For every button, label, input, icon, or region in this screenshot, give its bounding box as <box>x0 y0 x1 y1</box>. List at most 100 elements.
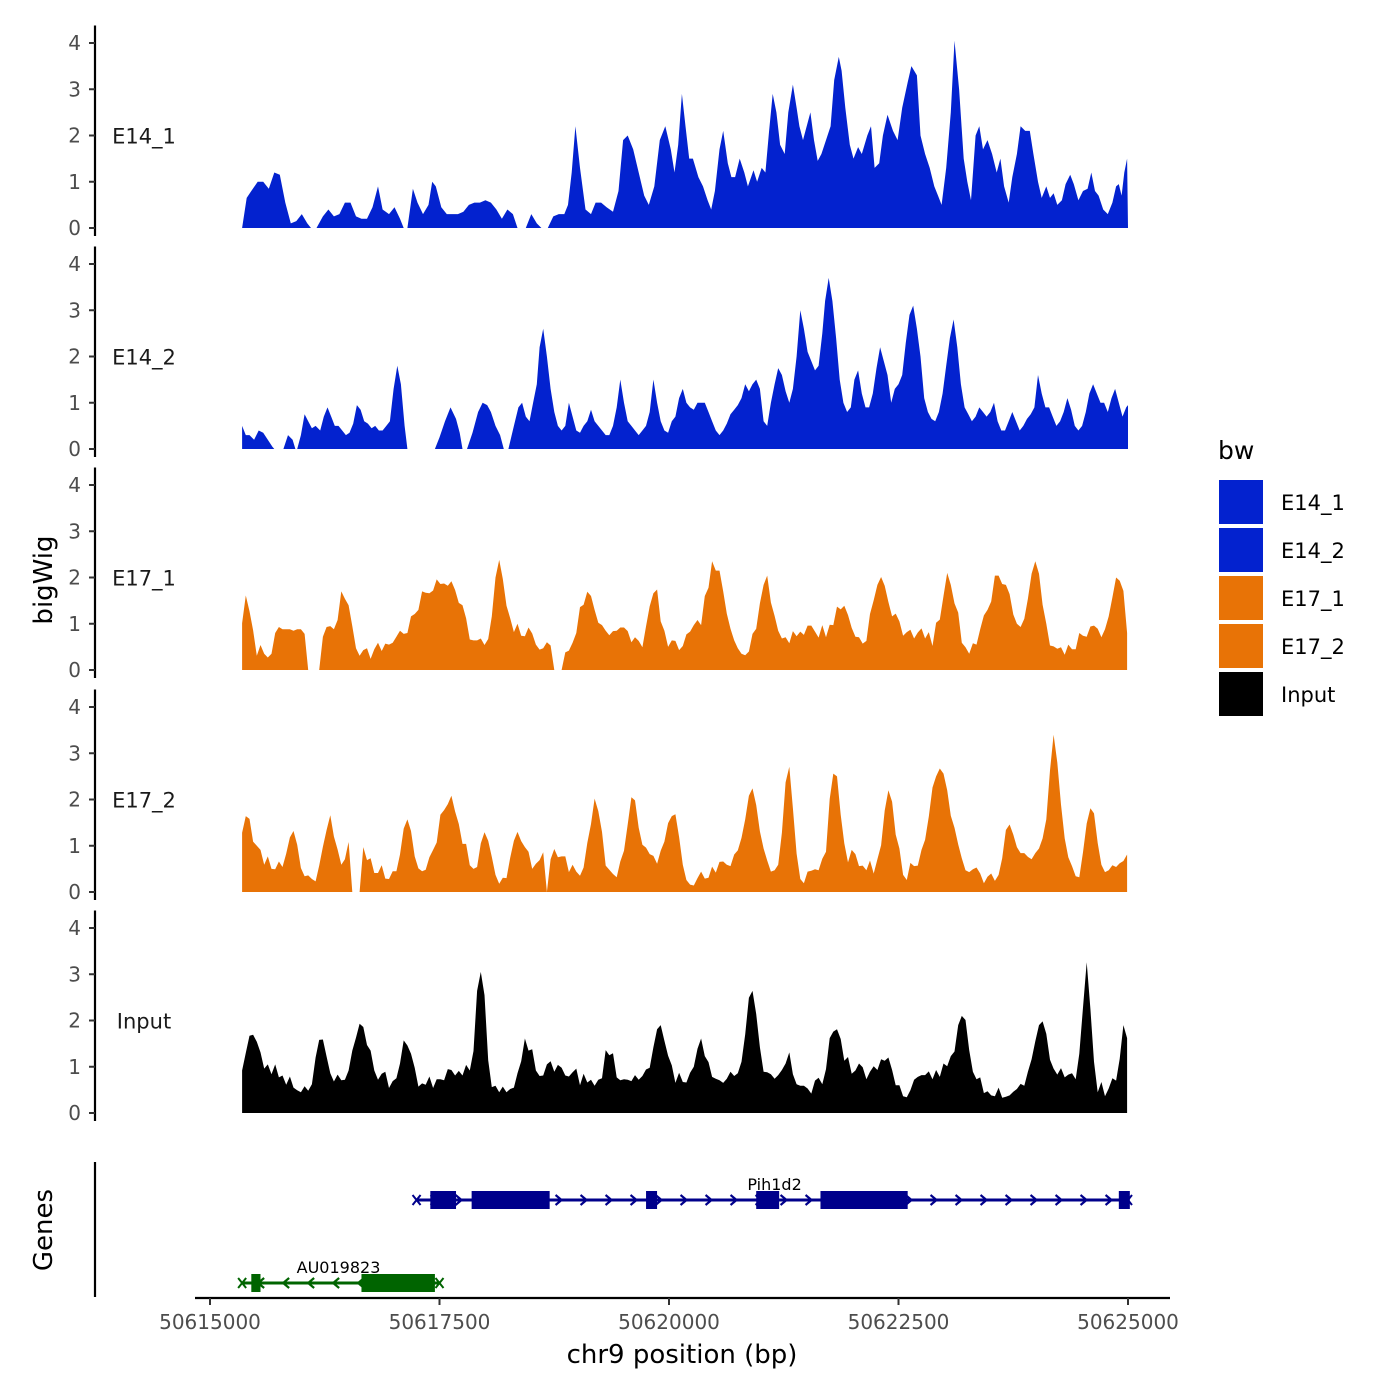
y-tick-label: 0 <box>68 1101 81 1125</box>
legend-swatch <box>1219 672 1263 716</box>
track-label-input: Input <box>117 1010 171 1034</box>
track-label-e17-1: E17_1 <box>112 567 176 592</box>
y-tick-label: 0 <box>68 437 81 461</box>
strand-arrow <box>779 1194 789 1206</box>
gene-exon <box>251 1274 261 1292</box>
legend-item-e17-2: E17_2 <box>1219 624 1345 668</box>
y-tick-label: 0 <box>68 216 81 240</box>
x-tick-label: 50620000 <box>618 1310 720 1334</box>
y-tick-label: 4 <box>68 252 81 276</box>
signal-area-e17-1 <box>242 559 1128 670</box>
y-tick-label: 1 <box>68 170 81 194</box>
gene-exon <box>361 1274 435 1292</box>
x-tick-label: 50622500 <box>848 1310 950 1334</box>
y-tick-label: 0 <box>68 658 81 682</box>
signal-area-input <box>242 962 1128 1113</box>
strand-arrow <box>654 1194 664 1206</box>
gene-exon <box>471 1191 550 1209</box>
legend-swatch <box>1219 624 1263 668</box>
legend: E14_1 E14_2 E17_1 E17_2 Input <box>1219 480 1345 716</box>
y-tick-label: 2 <box>68 1009 81 1033</box>
y-tick-label: 2 <box>68 345 81 369</box>
legend-label: E14_1 <box>1281 491 1345 516</box>
x-axis-title: chr9 position (bp) <box>567 1340 798 1370</box>
strand-arrow <box>281 1277 290 1289</box>
strand-arrow <box>1004 1194 1014 1206</box>
legend-swatch <box>1219 576 1263 620</box>
y-tick-label: 3 <box>68 77 81 101</box>
y-tick-label: 4 <box>68 31 81 55</box>
y-tick-label: 4 <box>68 695 81 719</box>
gene-track-title: Genes <box>29 1189 59 1271</box>
strand-arrow <box>954 1194 964 1206</box>
y-tick-label: 1 <box>68 834 81 858</box>
strand-arrow <box>629 1194 639 1206</box>
gene-exon <box>646 1191 658 1209</box>
track-label-e14-1: E14_1 <box>112 125 176 150</box>
y-tick-label: 3 <box>68 962 81 986</box>
strand-arrow <box>1029 1194 1039 1206</box>
legend-swatch <box>1219 528 1263 572</box>
axes-layer: 0 1 2 3 4 E14_1 0 1 2 3 4 E14_2 0 1 2 3 4 E17_1 0 1 2 3 4 E17_2… <box>68 25 176 1125</box>
y-tick-label: 4 <box>68 916 81 940</box>
y-tick-label: 3 <box>68 298 81 322</box>
y-tick-label: 1 <box>68 1055 81 1079</box>
legend-label: Input <box>1281 683 1335 707</box>
x-tick-label: 50617500 <box>389 1310 491 1334</box>
strand-arrow <box>306 1277 315 1289</box>
signal-area-e14-2 <box>242 277 1129 449</box>
gene-au019823: AU019823 <box>237 1258 445 1292</box>
signal-area-e14-1 <box>242 40 1129 229</box>
legend-title: bw <box>1218 436 1254 465</box>
legend-item-e14-1: E14_1 <box>1219 480 1345 524</box>
y-tick-label: 4 <box>68 473 81 497</box>
legend-item-e14-2: E14_2 <box>1219 528 1345 572</box>
legend-label: E17_2 <box>1281 635 1345 660</box>
track-label-e14-2: E14_2 <box>112 346 176 371</box>
strand-arrow <box>1104 1194 1114 1206</box>
strand-arrow <box>929 1194 939 1206</box>
gene-exon <box>1118 1191 1130 1209</box>
gene-track: 50615000 50617500 50620000 50622500 50625000… <box>93 1162 1179 1334</box>
gene-exon <box>430 1191 457 1209</box>
gene-label-pih1d2: Pih1d2 <box>747 1175 801 1194</box>
strand-arrow <box>454 1194 464 1206</box>
y-tick-label: 3 <box>68 519 81 543</box>
x-tick-label: 50625000 <box>1077 1310 1179 1334</box>
strand-arrow <box>1054 1194 1064 1206</box>
y-tick-label: 1 <box>68 391 81 415</box>
y-tick-label: 2 <box>68 566 81 590</box>
gene-label-au019823: AU019823 <box>297 1258 381 1277</box>
legend-item-input: Input <box>1219 672 1335 716</box>
signal-area-e17-2 <box>242 734 1128 892</box>
y-axis-title: bigWig <box>29 535 59 624</box>
y-tick-label: 0 <box>68 880 81 904</box>
gene-end-mark <box>411 1194 422 1206</box>
y-tick-label: 2 <box>68 124 81 148</box>
legend-label: E14_2 <box>1281 539 1345 564</box>
strand-arrow <box>979 1194 989 1206</box>
y-tick-label: 3 <box>68 741 81 765</box>
strand-arrow <box>604 1194 614 1206</box>
gene-end-mark <box>434 1277 445 1289</box>
track-label-e17-2: E17_2 <box>112 789 176 814</box>
gene-end-mark <box>237 1277 247 1289</box>
tracks-layer <box>242 40 1129 1113</box>
strand-arrow <box>579 1194 589 1206</box>
strand-arrow <box>679 1194 689 1206</box>
x-tick-label: 50615000 <box>159 1310 261 1334</box>
gene-pih1d2: Pih1d2 <box>411 1175 1133 1209</box>
legend-swatch <box>1219 480 1263 524</box>
legend-item-e17-1: E17_1 <box>1219 576 1345 620</box>
strand-arrow <box>331 1277 340 1289</box>
gene-exon <box>820 1191 908 1209</box>
strand-arrow <box>804 1194 814 1206</box>
strand-arrow <box>554 1194 564 1206</box>
y-tick-label: 1 <box>68 612 81 636</box>
strand-arrow <box>729 1194 739 1206</box>
legend-label: E17_1 <box>1281 587 1345 612</box>
strand-arrow <box>704 1194 714 1206</box>
y-tick-label: 2 <box>68 788 81 812</box>
strand-arrow <box>1079 1194 1089 1206</box>
